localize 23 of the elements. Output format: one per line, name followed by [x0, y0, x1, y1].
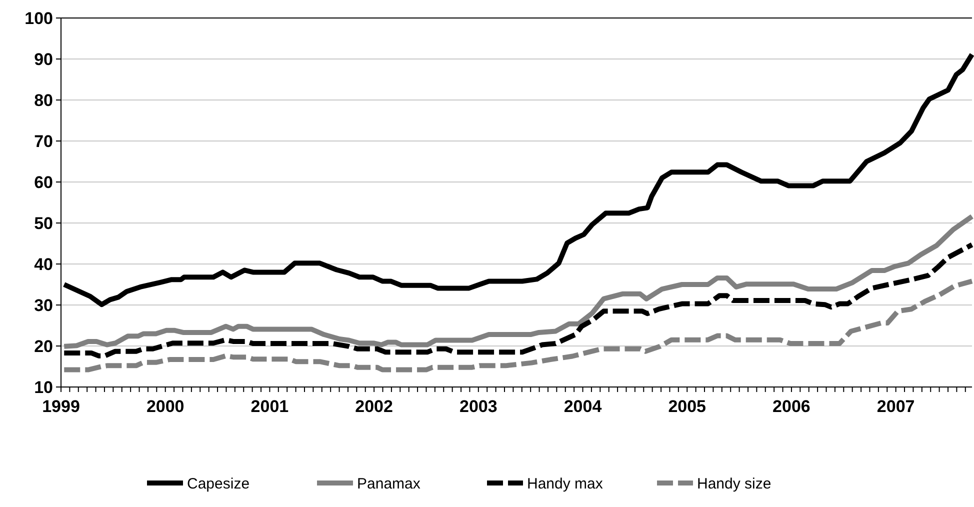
x-tick-label: 2007: [876, 397, 915, 416]
legend-label: Handy max: [527, 475, 604, 492]
y-tick-label: 60: [34, 172, 53, 192]
x-tick-label: 2006: [772, 397, 810, 416]
x-tick-label: 2004: [564, 397, 602, 416]
y-tick-label: 70: [34, 132, 53, 151]
y-tick-label: 90: [34, 50, 53, 69]
x-tick-label: 2001: [250, 397, 289, 416]
y-tick-label: 30: [34, 296, 53, 315]
legend-label: Handy size: [697, 475, 772, 492]
x-tick-label: 1999: [42, 397, 80, 416]
legend-label: Panamax: [357, 475, 421, 492]
y-tick-label: 40: [34, 254, 53, 274]
x-tick-label: 2003: [459, 397, 498, 416]
y-tick-label: 10: [34, 378, 53, 397]
legend-label: Capesize: [187, 475, 250, 492]
x-tick-label: 2000: [146, 397, 184, 416]
x-tick-label: 2005: [668, 397, 706, 416]
y-tick-label: 50: [34, 214, 53, 233]
y-tick-label: 80: [34, 90, 53, 110]
x-tick-label: 2002: [355, 397, 393, 416]
y-tick-label: 100: [24, 8, 53, 28]
y-tick-label: 20: [34, 336, 53, 356]
